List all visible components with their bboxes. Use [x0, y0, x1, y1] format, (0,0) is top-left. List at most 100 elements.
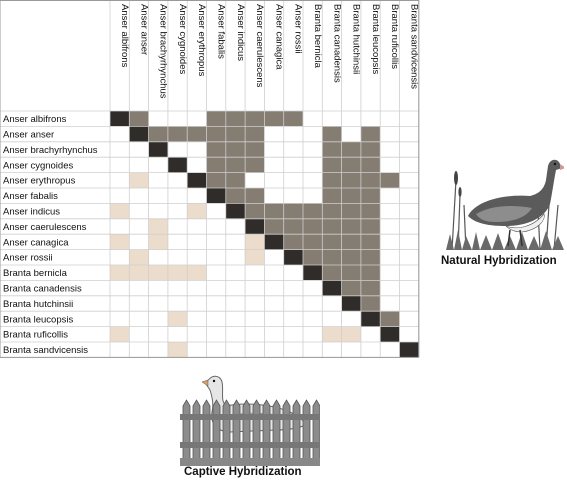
cell-none — [264, 311, 284, 327]
cell-natural — [341, 249, 361, 265]
cell-natural — [322, 249, 342, 265]
cell-none — [148, 188, 168, 204]
cell-none — [225, 234, 246, 250]
cell-none — [264, 295, 284, 312]
cell-none — [187, 111, 207, 127]
column-label: Anser albifrons — [119, 4, 130, 68]
cell-none — [129, 203, 149, 219]
cell-none — [303, 326, 323, 342]
cell-none — [129, 141, 149, 158]
cell-captive — [167, 265, 188, 281]
cell-none — [148, 280, 168, 296]
cell-none — [206, 249, 226, 265]
cell-none — [110, 172, 130, 188]
row-label: Anser caerulescens — [3, 222, 87, 233]
cell-natural — [225, 188, 246, 204]
cell-none — [110, 342, 130, 358]
cell-none — [380, 265, 400, 281]
cell-none — [206, 234, 226, 250]
cell-natural — [245, 157, 265, 173]
cell-none — [129, 218, 149, 235]
matrix-cells — [110, 111, 419, 358]
cell-none — [322, 311, 342, 327]
row-labels: Anser albifrons Anser anser Anser brachyrh… — [3, 114, 98, 356]
cell-none — [167, 234, 188, 250]
cell-none — [129, 188, 149, 204]
cell-none — [148, 326, 168, 342]
cell-none — [264, 280, 284, 296]
cell-none — [303, 126, 323, 142]
cell-none — [264, 188, 284, 204]
fence-picket — [222, 399, 231, 466]
cell-none — [206, 280, 226, 296]
cell-none — [148, 111, 168, 127]
cell-captive — [148, 218, 168, 235]
cell-none — [303, 172, 323, 188]
cell-none — [187, 311, 207, 327]
cell-natural — [341, 188, 361, 204]
cell-none — [206, 203, 226, 219]
fence-picket — [212, 399, 221, 466]
cell-none — [380, 141, 400, 158]
cell-none — [187, 249, 207, 265]
cell-none — [283, 126, 303, 142]
fence-picket — [232, 399, 241, 466]
row-label: Anser brachyrhynchus — [3, 145, 98, 156]
cell-none — [399, 218, 419, 235]
cell-natural — [283, 203, 303, 219]
cell-none — [360, 326, 381, 342]
cell-none — [360, 111, 381, 127]
cell-none — [129, 295, 149, 312]
cell-none — [399, 172, 419, 188]
cell-none — [187, 218, 207, 235]
cell-none — [148, 342, 168, 358]
cell-none — [399, 157, 419, 173]
cell-natural — [360, 280, 381, 296]
cell-none — [110, 141, 130, 158]
cell-natural — [303, 218, 323, 235]
cell-none — [303, 188, 323, 204]
cell-none — [283, 326, 303, 342]
cell-none — [206, 218, 226, 235]
cell-none — [303, 141, 323, 158]
cell-none — [283, 141, 303, 158]
cell-none — [399, 311, 419, 327]
cell-none — [206, 295, 226, 312]
fence-picket — [252, 399, 261, 466]
cell-none — [341, 126, 361, 142]
cell-none — [167, 111, 188, 127]
cell-natural — [341, 265, 361, 281]
cell-none — [303, 111, 323, 127]
cell-natural — [206, 141, 226, 158]
cell-captive — [322, 326, 342, 342]
cell-natural — [341, 280, 361, 296]
cell-none — [225, 311, 246, 327]
cell-natural — [360, 157, 381, 173]
fence-picket — [202, 399, 211, 466]
cell-natural — [303, 203, 323, 219]
cell-natural — [322, 172, 342, 188]
cell-none — [322, 295, 342, 312]
cell-diagonal — [360, 311, 381, 327]
column-label: Anser canagica — [273, 4, 284, 70]
cell-natural — [360, 172, 381, 188]
cell-natural — [360, 234, 381, 250]
cell-natural — [341, 203, 361, 219]
cell-none — [283, 311, 303, 327]
cell-diagonal — [380, 326, 400, 342]
cell-none — [225, 295, 246, 312]
cell-none — [245, 295, 265, 312]
cell-natural — [167, 126, 188, 142]
fence-picket — [312, 399, 320, 466]
cell-natural — [303, 249, 323, 265]
cell-natural — [245, 203, 265, 219]
column-label: Branta canadensis — [331, 4, 342, 83]
cell-none — [380, 249, 400, 265]
column-label: Branta leucopsis — [370, 4, 381, 74]
cell-none — [110, 249, 130, 265]
cell-none — [225, 280, 246, 296]
natural-goose-illustration — [446, 159, 564, 251]
cell-none — [399, 249, 419, 265]
column-labels: Anser albifrons Anser anser Anser brachyrh… — [119, 4, 420, 99]
